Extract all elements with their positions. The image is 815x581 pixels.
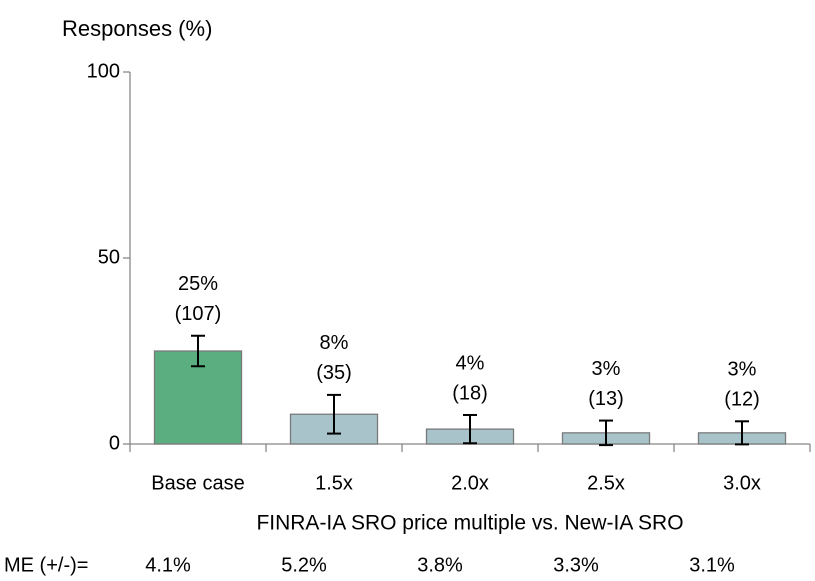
count-label: (35) [316,362,352,384]
error-label: 5.2% [281,554,327,576]
error-label: 4.1% [145,554,191,576]
count-label: (107) [175,303,222,325]
value-label: 4% [456,352,485,374]
value-label: 25% [178,273,218,295]
x-tick-label: 2.0x [451,472,489,494]
count-label: (13) [588,388,624,410]
value-label: 3% [592,358,621,380]
x-tick-label: 2.5x [587,472,625,494]
count-label: (18) [452,382,488,404]
x-axis-label: FINRA-IA SRO price multiple vs. New-IA S… [256,512,683,535]
y-tick-label: 0 [109,432,120,454]
y-axis-label: Responses (%) [62,16,212,41]
error-bar [327,393,341,435]
error-label: 3.1% [689,554,735,576]
error-bar [599,419,613,447]
error-bar [191,334,205,368]
y-tick-label: 100 [87,60,120,82]
value-label: 8% [320,332,349,354]
error-label: 3.8% [417,554,463,576]
x-tick-label: 3.0x [723,472,761,494]
error-bar [735,420,749,446]
x-tick-label: 1.5x [315,472,353,494]
me-label: ME (+/-)= [4,554,88,576]
error-label: 3.3% [553,554,599,576]
x-tick-label: Base case [151,472,244,494]
count-label: (12) [724,389,760,411]
error-bar [463,413,477,445]
y-tick-label: 50 [98,246,120,268]
value-label: 3% [728,359,757,381]
